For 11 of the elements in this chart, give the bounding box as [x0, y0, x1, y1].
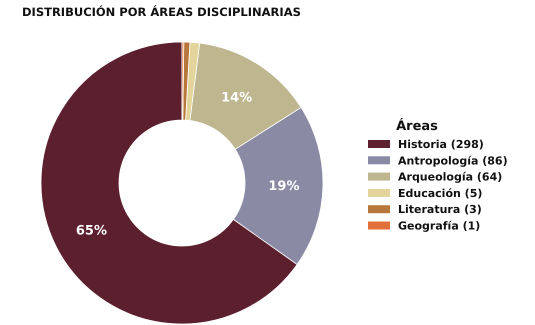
legend-label: Arqueología (64)	[398, 170, 502, 184]
legend-label: Geografía (1)	[398, 220, 480, 232]
data-label: 19%	[268, 179, 300, 194]
data-label: 65%	[76, 223, 107, 238]
chart-title: DISTRIBUCIÓN POR ÁREAS DISCIPLINARIAS	[22, 5, 301, 19]
legend-label: Historia (298)	[398, 138, 484, 151]
legend-label: Educación (5)	[398, 186, 482, 200]
legend-label: Antropología (86)	[398, 154, 508, 168]
legend-label: Literatura (3)	[398, 203, 482, 216]
legend-title: Áreas	[396, 117, 438, 134]
data-label: 14%	[221, 90, 252, 106]
